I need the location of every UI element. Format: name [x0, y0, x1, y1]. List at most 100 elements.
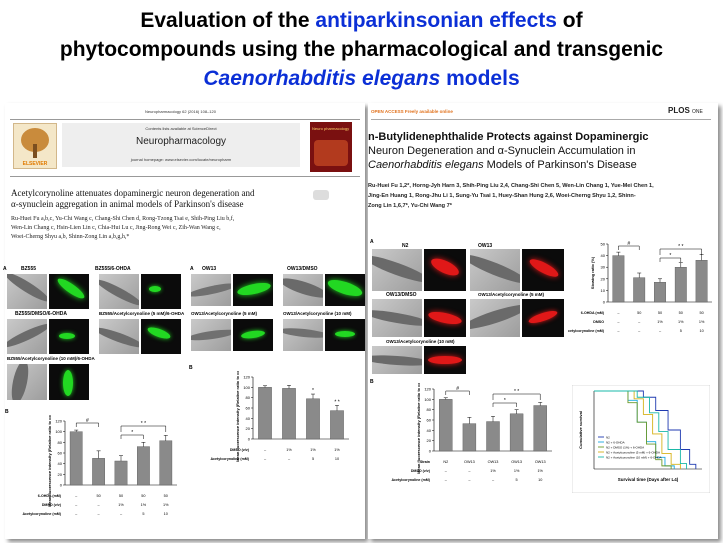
sig-bracket [659, 257, 682, 262]
condition-value: 50 [679, 311, 683, 315]
condition-value: – [492, 478, 495, 482]
micrograph [99, 274, 139, 309]
article-title: n-Butylidenephthalide Protects against D… [368, 131, 649, 143]
y-tick-label: 60 [427, 418, 432, 423]
bar [114, 460, 128, 486]
micrograph [233, 319, 273, 351]
condition-value: 5 [516, 478, 518, 482]
micrograph [141, 274, 181, 309]
fig-caption: N2 [402, 243, 409, 249]
sig-bracket [618, 245, 640, 250]
y-tick-label: 120 [243, 375, 250, 380]
plos-divider [371, 119, 711, 120]
title-text: of [556, 9, 583, 32]
micrograph [233, 274, 273, 306]
y-axis-label: Mean fluorescence intensity (Relative ra… [235, 371, 240, 462]
y-tick-label: 10 [601, 288, 606, 293]
micrograph [49, 274, 89, 309]
article-title: Acetylcorynoline attenuates dopaminergic… [11, 188, 255, 198]
fig-caption: BZ555/6-OHDA [95, 266, 131, 272]
survival-frame [572, 385, 710, 493]
condition-value: 1% [514, 469, 520, 473]
condition-label: DMSO (v/v) [42, 503, 62, 507]
y-axis-label: Mean fluorescence intensity (Relative ra… [47, 415, 52, 507]
condition-value: 1% [286, 448, 292, 452]
sig-bracket [120, 434, 144, 439]
condition-value: 1% [163, 503, 169, 507]
bar [674, 267, 687, 303]
condition-label: DMSO [593, 320, 604, 324]
y-tick-label: 20 [601, 276, 606, 281]
authors: Ru-Huei Fu a,b,c, Yu-Chi Wang c, Chang-S… [11, 216, 235, 222]
micrograph [7, 274, 47, 309]
fig-caption: OW13/DMSO [287, 266, 318, 272]
fig-caption: OW13/Acetylcorynoline (5 mM) [191, 311, 258, 316]
journal-header: ELSEVIER Contents lists available at Sci… [10, 119, 360, 177]
condition-value: 5 [680, 329, 682, 333]
bar [159, 440, 173, 486]
elsevier-logo: ELSEVIER [13, 123, 57, 169]
sig-label: * * [678, 244, 683, 250]
condition-value: 1% [678, 320, 684, 324]
sig-bracket [659, 248, 702, 255]
micrograph [191, 274, 231, 306]
y-axis-label: Cumulative survival [578, 411, 583, 449]
bar [533, 405, 547, 452]
bar [439, 399, 453, 452]
condition-value: 10 [335, 457, 339, 461]
condition-value: 1% [490, 469, 496, 473]
article-title-3: Caenorhabditis elegans Models of Parkins… [368, 159, 637, 171]
condition-value: – [120, 512, 123, 516]
micrograph [325, 274, 365, 306]
x-axis-label: Survival time (Days after L4) [618, 477, 679, 482]
micrograph [372, 346, 422, 374]
condition-label: Acetylcorynoline (mM) [568, 329, 605, 333]
authors: Jing-En Huang 1, Rong-Jhu Li 1, Sung-Yu … [368, 193, 636, 199]
left-paper: Neuropharmacology 62 (2016) 108–120 ELSE… [3, 103, 365, 539]
journal-citation: Neuropharmacology 62 (2016) 108–120 [145, 109, 216, 114]
sig-label: * [504, 398, 506, 404]
fig-caption: OW13/Acetylcorynoline (10 mM) [283, 311, 352, 316]
condition-value: 50 [699, 311, 703, 315]
condition-value: 10 [164, 512, 168, 516]
fig-caption: BZ555/Acetylcorynoline (10 mM)/6-OHDA [7, 356, 95, 361]
sig-label: # [456, 386, 459, 392]
bar [633, 277, 646, 303]
y-axis-label: Mean fluorescence intensity (Relative ra… [416, 383, 421, 474]
fig-label-b2: B [189, 365, 193, 371]
y-tick-label: 0 [429, 449, 432, 454]
fig-label-a2: A [190, 266, 194, 272]
condition-value: – [659, 329, 662, 333]
y-tick-label: 120 [424, 387, 431, 392]
legend-label: N2 [606, 436, 610, 440]
y-tick-label: 120 [55, 419, 62, 424]
bar [306, 398, 320, 440]
sig-label: * * [514, 389, 519, 395]
legend-label: N2 + Acetylcorynoline (5 mM) + 6-OHDA [606, 451, 660, 455]
condition-value: 50 [637, 311, 641, 315]
sig-label: * * [141, 421, 146, 427]
condition-value: 1% [537, 469, 543, 473]
micrograph [283, 274, 323, 306]
condition-label: 6-OHDA (mM) [581, 311, 605, 315]
micrograph [325, 319, 365, 351]
fig-caption: OW13/DMSO [386, 292, 417, 298]
micrograph [141, 319, 181, 354]
y-tick-label: 40 [427, 428, 432, 433]
condition-value: OW13 [464, 460, 475, 464]
sig-label: # [86, 418, 89, 424]
fig-caption: OW13 [478, 243, 493, 249]
bar [69, 431, 83, 486]
condition-value: 50 [141, 494, 145, 498]
y-axis-label: Slowing ratio (%) [590, 256, 595, 289]
condition-value: – [638, 329, 641, 333]
bar [92, 458, 105, 486]
condition-value: 1% [141, 503, 147, 507]
survival-line [594, 390, 672, 469]
sig-bracket [120, 425, 167, 432]
article-title-2: Neuron Degeneration and α-Synuclein Accu… [368, 145, 636, 157]
bar [462, 423, 477, 452]
micrograph [7, 319, 47, 354]
